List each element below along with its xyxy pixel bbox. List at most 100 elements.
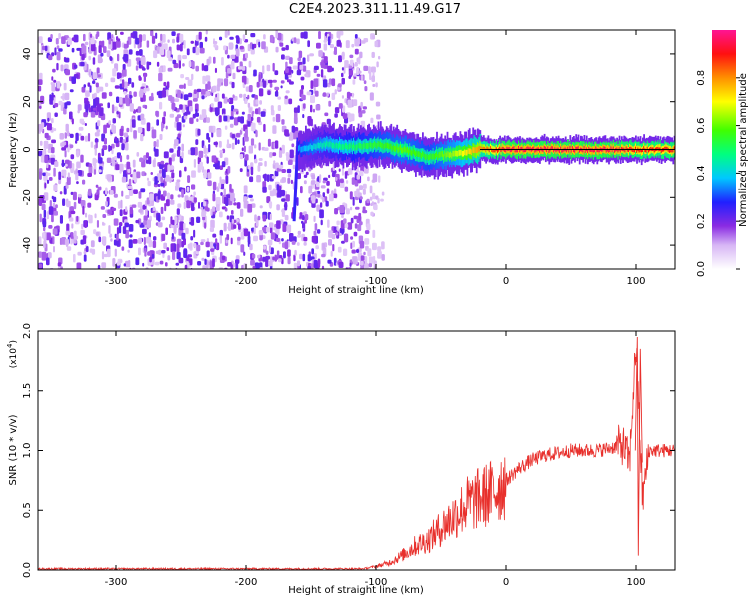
heatmap-cell	[111, 207, 117, 211]
heatmap-ridge-cell	[323, 141, 326, 147]
heatmap-cell	[135, 50, 140, 56]
heatmap-cell	[332, 170, 337, 174]
heatmap-cell	[206, 156, 209, 164]
heatmap-ridge-cell	[343, 144, 346, 151]
heatmap-cell	[51, 118, 54, 124]
heatmap-cell	[361, 110, 366, 114]
heatmap-cell	[43, 140, 49, 149]
heatmap-cell	[203, 201, 206, 207]
heatmap-cell	[236, 132, 241, 138]
heatmap-cell	[201, 211, 206, 217]
heatmap-cell	[266, 226, 270, 233]
heatmap-ridge-cell	[362, 143, 365, 150]
heatmap-cell	[197, 128, 201, 136]
heatmap-cell	[367, 248, 372, 257]
heatmap-cell	[183, 83, 186, 89]
heatmap-cell	[54, 112, 58, 117]
heatmap-cell	[120, 199, 123, 209]
heatmap-cell	[39, 140, 43, 146]
heatmap-cell	[297, 234, 301, 238]
heatmap-cell	[200, 241, 204, 246]
heatmap-ridge-cell	[550, 146, 553, 150]
heatmap-cell	[292, 164, 296, 170]
heatmap-cell	[257, 215, 261, 221]
heatmap-cell	[310, 95, 315, 104]
heatmap-cell	[44, 132, 49, 139]
heatmap-cell	[287, 256, 291, 265]
heatmap-cell	[336, 179, 340, 187]
heatmap-cell	[323, 56, 328, 64]
heatmap-cell	[263, 147, 269, 151]
heatmap-cell	[149, 256, 152, 263]
heatmap-cell	[239, 168, 243, 173]
heatmap-ridge-cell	[453, 150, 456, 157]
heatmap-cell	[262, 226, 267, 233]
heatmap-cell	[179, 104, 183, 110]
heatmap-ridge-cell	[346, 143, 348, 149]
heatmap-ridge-cell	[608, 149, 610, 153]
heatmap-cell	[146, 122, 151, 132]
heatmap-cell	[112, 125, 116, 134]
heatmap-cell	[376, 61, 379, 68]
heatmap-cell	[240, 231, 245, 240]
heatmap-ridge-cell	[391, 146, 394, 152]
heatmap-ridge-cell	[445, 152, 448, 159]
heatmap-cell	[359, 260, 364, 266]
heatmap-cell	[125, 229, 129, 239]
heatmap-x-tick-label: -100	[365, 276, 388, 287]
heatmap-cell	[347, 267, 352, 269]
heatmap-cell	[351, 43, 355, 48]
heatmap-ridge-cell	[521, 146, 524, 151]
heatmap-ridge-cell	[396, 144, 399, 150]
heatmap-cell	[179, 84, 184, 89]
heatmap-ridge-cell	[633, 148, 636, 153]
heatmap-cell	[219, 176, 222, 185]
heatmap-ridge-cell	[383, 144, 386, 150]
heatmap-cell	[204, 206, 208, 211]
heatmap-cell	[253, 69, 257, 77]
heatmap-cell	[65, 69, 70, 76]
heatmap-cell	[280, 85, 283, 89]
heatmap-cell	[40, 95, 45, 104]
heatmap-cell	[187, 79, 193, 86]
snr-y-tick-label: 1.5	[22, 383, 33, 399]
heatmap-ridge-cell	[393, 145, 396, 152]
heatmap-ridge-cell	[439, 152, 442, 158]
heatmap-cell	[252, 265, 256, 269]
heatmap-ridge-cell	[336, 143, 339, 149]
heatmap-cell	[38, 263, 43, 269]
heatmap-cell	[145, 208, 148, 216]
heatmap-cell	[236, 202, 241, 209]
heatmap-cell	[194, 40, 199, 46]
heatmap-cell	[201, 95, 205, 100]
heatmap-cell	[268, 260, 273, 267]
heatmap-cell	[89, 248, 93, 253]
heatmap-cell	[127, 249, 130, 253]
heatmap-cell	[274, 70, 279, 76]
heatmap-cell	[51, 139, 56, 144]
heatmap-cell	[113, 218, 119, 226]
heatmap-cell	[349, 54, 354, 59]
heatmap-ridge-cell	[356, 144, 359, 151]
heatmap-cell	[207, 180, 212, 187]
heatmap-cell	[101, 40, 105, 48]
heatmap-cell	[108, 225, 111, 234]
heatmap-ridge-cell	[513, 146, 516, 150]
heatmap-ridge-cell	[417, 151, 420, 157]
heatmap-cell	[287, 249, 291, 257]
heatmap-cell	[218, 115, 222, 123]
heatmap-cell	[123, 81, 128, 89]
heatmap-cell	[205, 75, 211, 82]
heatmap-cell	[166, 89, 169, 97]
heatmap-cell	[197, 261, 202, 266]
heatmap-cell	[191, 184, 196, 190]
heatmap-ridge-cell	[464, 149, 466, 156]
heatmap-cell	[181, 143, 184, 152]
heatmap-cell	[153, 236, 157, 241]
heatmap-cell	[150, 172, 153, 175]
heatmap-ridge-cell	[571, 146, 574, 150]
heatmap-cell	[247, 120, 251, 127]
heatmap-ridge-cell	[636, 149, 638, 153]
heatmap-cell	[218, 140, 222, 148]
